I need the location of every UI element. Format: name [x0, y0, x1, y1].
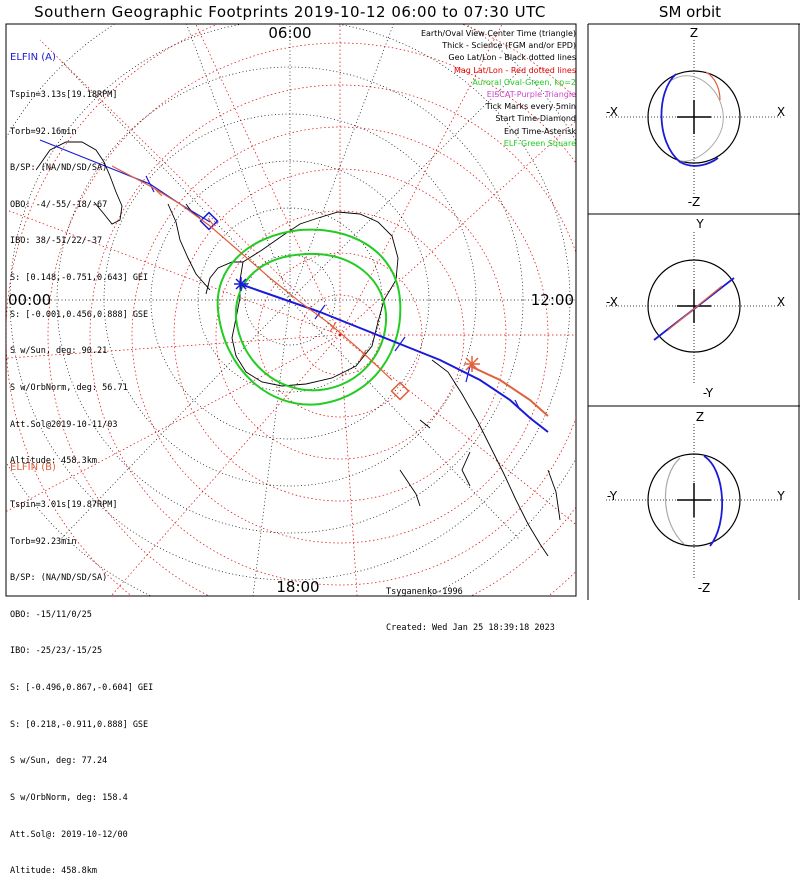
elfin-b-line: OBO: -15/11/0/25	[10, 609, 92, 620]
legend-item: Earth/Oval View Center Time (triangle)	[420, 29, 576, 38]
legend-item: End Time-Asterisk	[503, 126, 576, 136]
elfin-b-line: S: [-0.496,0.867,-0.604] GEI	[10, 683, 154, 694]
elfin-b-line: Att.Sol@: 2019-10-12/00	[10, 829, 128, 840]
axis-label-bottom: -Y	[703, 386, 714, 400]
legend-item: Geo Lat/Lon - Black dotted lines	[448, 53, 576, 63]
auroral-oval-inner	[234, 252, 388, 392]
elfin-a-end-asterisk	[234, 277, 248, 291]
clock-label-top: 06:00	[268, 24, 311, 42]
elfin-b-header: ELFIN (B)	[10, 462, 56, 474]
clock-label-right: 12:00	[531, 291, 574, 309]
map-frame	[5, 23, 577, 597]
axis-label-left: -Y	[607, 489, 618, 503]
elfin-a-line: Torb=92.16min	[10, 126, 77, 137]
orbit-panel-yz: Z -Z -Y Y	[606, 410, 785, 595]
elfin-a-header: ELFIN (A)	[10, 52, 56, 64]
axis-label-top: Z	[696, 410, 704, 424]
axis-label-bottom: -Z	[698, 581, 711, 595]
axis-label-right: X	[777, 105, 785, 119]
elfin-a-line: B/SP: (NA/ND/SD/SA)	[10, 163, 108, 174]
legend-item: Start Time-Diamond	[495, 114, 576, 124]
elfin-a-line: Att.Sol@2019-10-11/03	[10, 419, 118, 430]
legend-item: Tick Marks every 5min	[485, 102, 576, 112]
model-label: Tsyganenko-1996	[386, 587, 463, 597]
elfin-a-line: S w/OrbNorm, deg: 56.71	[10, 382, 128, 393]
antarctic-peninsula	[205, 261, 243, 295]
elfin-b-line: Torb=92.23min	[10, 536, 77, 547]
elfin-b-line: Tspin=3.01s[19.87RPM]	[10, 500, 118, 511]
australia-coast	[431, 359, 549, 557]
axis-label-top: Z	[690, 26, 698, 40]
legend-item: Auroral Oval-Green, kp=2	[472, 77, 576, 87]
elfin-b-line: IBO: -25/23/-15/25	[10, 646, 103, 657]
clock-label-left: 00:00	[8, 291, 51, 309]
axis-label-left: -X	[606, 295, 618, 309]
legend-item: ELF-Green Square	[503, 138, 576, 148]
auroral-oval-outer	[216, 228, 402, 406]
plot-title: Southern Geographic Footprints 2019-10-1…	[34, 3, 546, 21]
axis-label-top: Y	[695, 217, 704, 231]
legend: Earth/Oval View Center Time (triangle) T…	[421, 28, 576, 150]
orbit-panel-xy: Y -Y -X X	[606, 217, 785, 400]
elfin-a-line: S: [0.148,-0.751,0.643] GEI	[10, 273, 149, 284]
clock-label-bottom: 18:00	[276, 578, 319, 596]
legend-item: EISCAT-Purple Triangle	[486, 90, 576, 100]
legend-item: Thick - Science (FGM and/or EPD)	[442, 41, 576, 51]
south-america-coast	[167, 203, 211, 291]
axis-label-right: Y	[776, 489, 785, 503]
elfin-a-line: IBO: 38/-51/22/-37	[10, 236, 103, 247]
legend-item: Mag Lat/Lon - Red dotted lines	[453, 65, 576, 75]
elfin-b-end-asterisk	[464, 356, 480, 372]
africa-coast	[35, 141, 123, 225]
elfin-a-line: S: [-0.001,0.456,0.888] GSE	[10, 309, 149, 320]
elfin-b-start-diamond	[390, 381, 410, 401]
elfin-b-line: S w/Sun, deg: 77.24	[10, 756, 108, 767]
elfin-b-line: S: [0.218,-0.911,0.888] GSE	[10, 719, 149, 730]
elfin-b-line: Altitude: 458.8km	[10, 866, 97, 877]
created-label: Created: Wed Jan 25 18:39:18 2023	[386, 623, 555, 633]
elfin-b-track	[111, 165, 549, 417]
elfin-a-line: S w/Sun, deg: 90.21	[10, 346, 108, 357]
orbit-panel-title: SM orbit	[658, 3, 722, 21]
new-zealand-coast	[399, 469, 421, 507]
auroral-oval	[216, 228, 402, 406]
elfin-a-line: Tspin=3.13s[19.18RPM]	[10, 90, 118, 101]
geo-grid	[6, 24, 576, 596]
polar-footprint-map: 06:00 00:00 12:00 18:00	[5, 23, 577, 597]
elfin-a-line: Altitude: 458.3km	[10, 456, 97, 467]
orbit-panel-xz: Z -Z -X X	[606, 26, 785, 209]
elfin-a-info: ELFIN (A) Tspin=3.13s[19.18RPM] Torb=92.…	[10, 28, 148, 480]
axis-label-left: -X	[606, 105, 618, 119]
elfin-b-line: B/SP: (NA/ND/SD/SA)	[10, 573, 108, 584]
elfin-a-line: OBO: -4/-55/-18/-67	[10, 199, 108, 210]
elfin-b-line: S w/OrbNorm, deg: 158.4	[10, 792, 128, 803]
sm-orbit-panels: Z -Z -X X Y -Y -X X Z -Z -Y Y	[587, 23, 800, 600]
axis-label-bottom: -Z	[688, 195, 701, 209]
axis-label-right: X	[777, 295, 785, 309]
